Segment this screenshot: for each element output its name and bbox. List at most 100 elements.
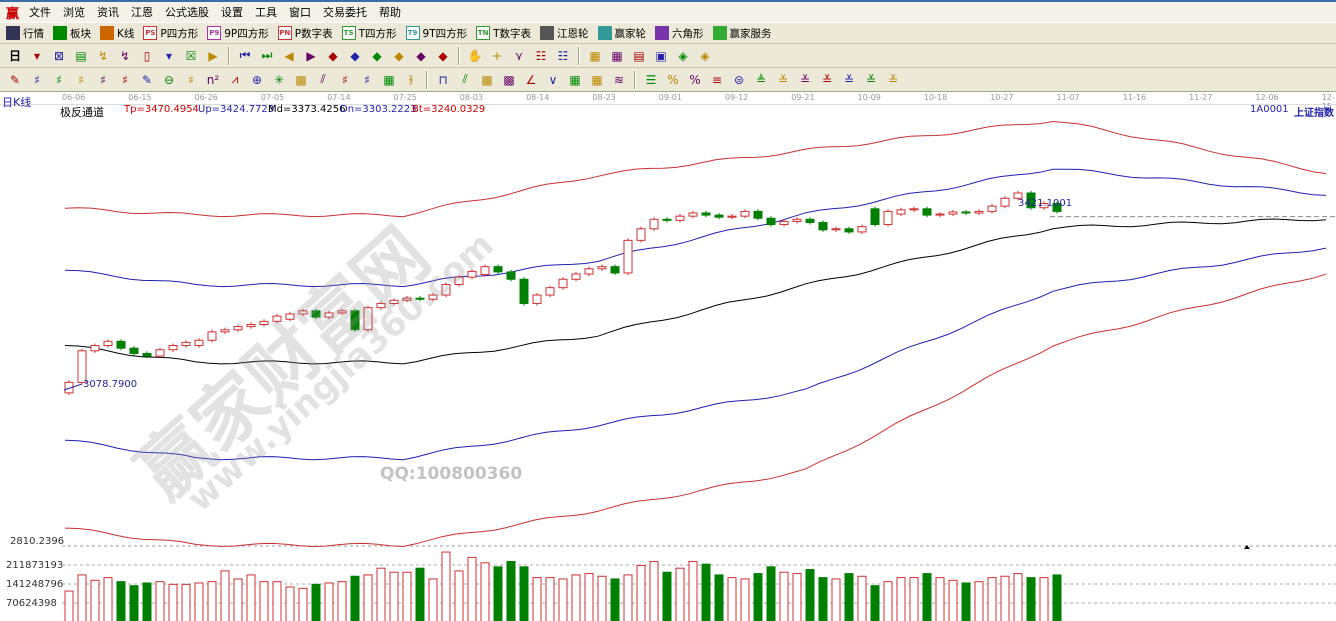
- tool-icon[interactable]: ≚: [887, 72, 899, 87]
- tool-icon[interactable]: ⊕: [251, 72, 263, 87]
- tool-icon[interactable]: ♯: [342, 72, 348, 87]
- tool-icon[interactable]: ✎: [141, 72, 153, 87]
- menu-item[interactable]: 设置: [221, 6, 244, 19]
- tool-icon[interactable]: %: [667, 72, 679, 87]
- tool-icon[interactable]: ▤: [633, 48, 645, 63]
- tool-icon[interactable]: ≚: [777, 72, 789, 87]
- tool-icon[interactable]: ♯: [56, 72, 62, 87]
- tool-icon[interactable]: ◈: [700, 48, 710, 63]
- tool-icon[interactable]: ♯: [364, 72, 370, 87]
- toolbar-button[interactable]: TN T数字表: [476, 26, 531, 41]
- menu-item[interactable]: 浏览: [63, 6, 86, 19]
- toolbar-button[interactable]: K线: [100, 26, 134, 41]
- date-tick: 11-16: [1122, 93, 1147, 102]
- tool-icon[interactable]: ▦: [611, 48, 623, 63]
- tool-icon[interactable]: ♯: [78, 72, 84, 87]
- menu-item[interactable]: 工具: [255, 6, 278, 19]
- tool-icon[interactable]: ◆: [328, 48, 338, 63]
- tool-icon[interactable]: %: [689, 72, 701, 87]
- toolbar-button[interactable]: PN P数字表: [277, 26, 333, 41]
- tool-icon[interactable]: ≋: [613, 72, 625, 87]
- tool-icon[interactable]: ≜: [755, 72, 767, 87]
- tool-icon[interactable]: ◆: [438, 48, 448, 63]
- toolbar-button[interactable]: 赢家服务: [712, 26, 772, 41]
- toolbar-button[interactable]: PS P四方形: [143, 26, 198, 41]
- tool-icon[interactable]: ✋: [467, 48, 483, 63]
- tool-icon[interactable]: ∠: [525, 72, 537, 87]
- tool-icon[interactable]: ⊠: [53, 48, 65, 63]
- tool-icon[interactable]: ≡: [711, 72, 723, 87]
- toolbar-button[interactable]: 六角形: [655, 26, 704, 41]
- volume-bar: [363, 574, 373, 621]
- toolbar-button[interactable]: TS T四方形: [341, 26, 397, 41]
- tool-icon[interactable]: ⫽: [320, 72, 326, 86]
- tool-icon[interactable]: ♯: [122, 72, 128, 87]
- tool-icon[interactable]: ▩: [503, 72, 515, 87]
- tool-icon[interactable]: ▤: [75, 48, 87, 63]
- toolbar-button[interactable]: 赢家轮: [597, 26, 646, 41]
- tool-icon[interactable]: +: [491, 48, 503, 63]
- period-select[interactable]: 日: [8, 49, 21, 63]
- toolbar-button[interactable]: P9 9P四方形: [207, 26, 269, 41]
- tool-icon[interactable]: ⏭: [261, 48, 273, 62]
- menu-item[interactable]: 江恩: [131, 6, 154, 19]
- menu-item[interactable]: 资讯: [97, 6, 120, 19]
- menu-item[interactable]: 交易委托: [323, 6, 368, 19]
- menu-item[interactable]: 窗口: [289, 6, 312, 19]
- tool-icon[interactable]: ▦: [591, 72, 603, 87]
- tool-icon[interactable]: ⊓: [438, 72, 448, 87]
- tool-icon[interactable]: ▦: [569, 72, 581, 87]
- tool-icon[interactable]: ≚: [865, 72, 877, 87]
- tool-icon[interactable]: ⊜: [733, 72, 745, 87]
- tool-icon[interactable]: ▶: [306, 48, 316, 63]
- toolbar-button[interactable]: 板块: [53, 26, 91, 41]
- tool-icon[interactable]: ☰: [645, 72, 657, 87]
- candle: [246, 324, 256, 328]
- tool-icon[interactable]: ⩘: [231, 72, 239, 86]
- tool-icon[interactable]: ☒: [185, 48, 197, 63]
- tool-icon[interactable]: ≚: [843, 72, 855, 87]
- volume-bar: [1000, 575, 1010, 621]
- toolbar-button[interactable]: T9 9T四方形: [405, 26, 467, 41]
- tool-icon[interactable]: ▯: [143, 48, 151, 63]
- tool-icon[interactable]: n²: [206, 72, 220, 87]
- tool-icon[interactable]: ∨: [548, 72, 558, 87]
- tool-icon[interactable]: ▦: [383, 72, 395, 87]
- tool-icon[interactable]: ◆: [350, 48, 360, 63]
- tool-icon[interactable]: ♯: [34, 72, 40, 87]
- tool-icon[interactable]: ≚: [821, 72, 833, 87]
- tool-icon[interactable]: ▩: [481, 72, 493, 87]
- menu-item[interactable]: 文件: [29, 6, 52, 19]
- tool-icon[interactable]: ♯: [100, 72, 106, 87]
- tool-icon[interactable]: ◆: [394, 48, 404, 63]
- tool-icon[interactable]: ⫳: [408, 72, 414, 86]
- toolbar-button[interactable]: 江恩轮: [540, 26, 589, 41]
- tool-icon[interactable]: ⏮: [239, 48, 251, 62]
- tool-icon[interactable]: ◆: [372, 48, 382, 63]
- tool-icon[interactable]: ◈: [678, 48, 688, 63]
- menu-item[interactable]: 帮助: [379, 6, 402, 19]
- candle: [389, 299, 399, 304]
- tool-icon[interactable]: ♯: [188, 72, 194, 87]
- tool-icon[interactable]: ☷: [535, 48, 547, 63]
- tool-icon[interactable]: ✎: [9, 72, 21, 87]
- tool-icon[interactable]: ⊖: [163, 72, 175, 87]
- tool-icon[interactable]: ⫽: [462, 72, 468, 86]
- tool-icon[interactable]: ▾: [165, 48, 173, 63]
- toolbar-button[interactable]: 行情: [6, 26, 44, 41]
- tool-icon[interactable]: ▣: [655, 48, 667, 63]
- tool-icon[interactable]: ↯: [97, 48, 109, 63]
- tool-icon[interactable]: ☷: [557, 48, 569, 63]
- menu-item[interactable]: 公式选股: [165, 6, 210, 19]
- tool-icon[interactable]: ▩: [295, 72, 307, 87]
- tool-icon[interactable]: ▾: [33, 48, 41, 63]
- tool-icon[interactable]: ⋎: [514, 48, 524, 63]
- tool-icon[interactable]: ▦: [589, 48, 601, 63]
- tool-icon[interactable]: ≚: [799, 72, 811, 87]
- tool-icon[interactable]: ▶: [208, 48, 218, 63]
- tool-icon[interactable]: ↯: [119, 48, 131, 63]
- tool-icon[interactable]: ✳: [273, 72, 285, 87]
- tool-icon[interactable]: ◀: [284, 48, 294, 63]
- tool-icon[interactable]: ◆: [416, 48, 426, 63]
